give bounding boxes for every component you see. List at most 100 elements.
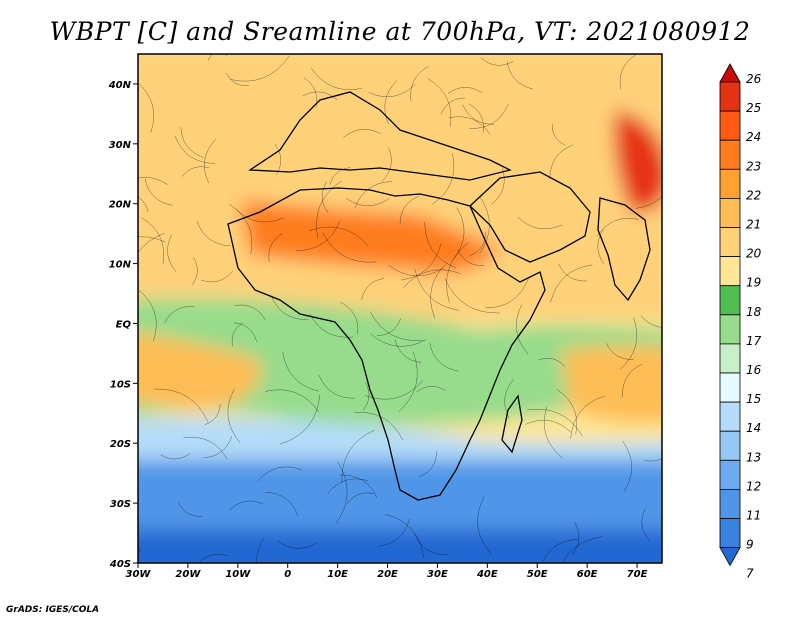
map-frame — [137, 53, 663, 564]
streamline — [279, 394, 321, 445]
colorbar: 7 9 11 12 13 14 15 16 17 18 19 20 21 22 23 24 25 26 — [719, 63, 762, 581]
streamline — [164, 306, 195, 324]
streamline — [544, 406, 564, 459]
lon-tick-label: 20W — [175, 569, 201, 580]
streamline — [183, 436, 228, 460]
band-southern-blue — [138, 460, 662, 540]
lon-tick-label: 60E — [577, 569, 598, 580]
lon-tick-label: 30E — [427, 569, 448, 580]
streamline — [335, 461, 348, 524]
streamline — [414, 533, 448, 556]
streamline — [469, 231, 486, 257]
colorbar-label: 22 — [746, 188, 761, 202]
coastlines — [227, 91, 651, 501]
streamline — [550, 264, 593, 303]
streamline — [138, 196, 149, 212]
streamline — [207, 54, 213, 61]
chart-title: WBPT [C] and Sreamline at 700hPa, VT: 20… — [50, 17, 751, 46]
streamline — [229, 500, 264, 511]
streamline — [619, 54, 636, 90]
lon-tick-label: 20E — [377, 569, 398, 580]
band-sahel-hot — [240, 200, 500, 273]
colorbar-box — [719, 256, 741, 287]
lon-tick-label: 40E — [476, 569, 498, 580]
streamline — [235, 208, 284, 223]
streamline — [620, 317, 637, 370]
band-nh-warm — [138, 54, 662, 320]
colorbar-label: 7 — [746, 567, 754, 581]
streamline — [381, 147, 392, 183]
streamline — [316, 180, 342, 239]
colorbar-box — [719, 430, 741, 461]
streamline — [354, 412, 403, 441]
streamline — [551, 123, 566, 146]
streamline — [419, 451, 437, 478]
streamline — [160, 452, 191, 460]
streamline — [506, 61, 534, 90]
lat-tick-label: EQ — [116, 319, 132, 330]
colorbar-top-arrow — [719, 63, 741, 83]
lon-tick-label: 10E — [327, 569, 348, 580]
streamline — [362, 382, 370, 411]
streamline — [141, 217, 165, 264]
streamline — [138, 544, 141, 553]
streamline — [640, 315, 662, 328]
streamline — [432, 153, 455, 205]
colorbar-label: 25 — [746, 101, 761, 115]
colorbar-label: 13 — [746, 450, 761, 464]
streamline — [556, 389, 577, 435]
streamline — [364, 380, 423, 400]
streamline — [398, 351, 418, 412]
streamline — [516, 304, 529, 355]
streamline — [178, 502, 203, 517]
lat-tick-label: 20N — [109, 200, 132, 211]
streamline — [370, 333, 427, 347]
streamline — [318, 374, 355, 399]
streamline — [310, 67, 363, 90]
streamline — [138, 301, 139, 303]
streamline — [268, 233, 283, 262]
colorbar-label: 26 — [746, 72, 762, 86]
streamline — [440, 97, 466, 115]
streamline — [201, 271, 233, 283]
streamline — [401, 243, 442, 281]
streamline — [167, 234, 177, 272]
lat-tick-label: 30N — [109, 140, 132, 151]
colorbar-box — [719, 139, 741, 170]
colorbar-label: 17 — [746, 334, 762, 348]
lon-tick-label: 50E — [527, 569, 548, 580]
streamline — [181, 166, 210, 177]
africa-coastline — [227, 187, 546, 501]
europe-coastline — [248, 91, 512, 181]
lat-tick-label: 40S — [109, 559, 131, 570]
colorbar-bottom-arrow — [719, 547, 741, 567]
colorbar-label: 21 — [746, 218, 761, 232]
streamline — [622, 363, 643, 398]
credit-label: GrADS: IGES/COLA — [6, 605, 99, 615]
streamline — [204, 139, 216, 184]
map-panel — [138, 54, 662, 563]
band-indian-orange — [560, 345, 662, 424]
lat-tick-label: 30S — [110, 499, 131, 510]
streamline — [346, 198, 390, 206]
streamline — [340, 301, 359, 335]
colorbar-label: 9 — [746, 538, 754, 552]
streamline — [203, 436, 233, 458]
streamline — [385, 513, 424, 558]
streamline — [517, 216, 563, 230]
colorbar-box — [719, 314, 741, 345]
streamline — [526, 408, 583, 437]
streamline — [321, 181, 329, 214]
colorbar-box — [719, 197, 741, 228]
colorbar-label: 19 — [746, 276, 761, 290]
streamline — [447, 87, 483, 94]
madagascar-coastline — [501, 394, 523, 454]
streamline — [384, 80, 398, 125]
streamline — [138, 177, 168, 185]
colorbar-label: 16 — [746, 363, 762, 377]
streamline — [377, 318, 401, 336]
lat-tick-label: 40N — [108, 80, 132, 91]
streamline — [369, 311, 424, 341]
streamline — [572, 521, 580, 556]
streamline — [154, 388, 209, 423]
